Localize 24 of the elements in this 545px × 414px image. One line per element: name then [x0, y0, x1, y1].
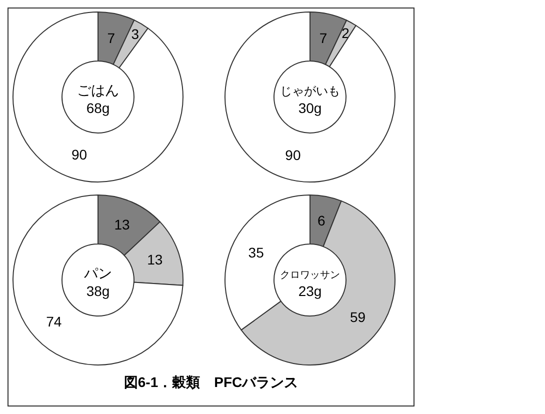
text: ごはん: [77, 82, 119, 98]
data-label: 13: [147, 252, 163, 268]
donut-slice: [12, 12, 184, 182]
data-label: 90: [72, 146, 88, 163]
data-label: 35: [248, 244, 264, 261]
data-label: 2: [342, 25, 350, 42]
text: 68g: [86, 100, 110, 116]
data-label: 74: [46, 313, 62, 330]
donut-slice: [224, 12, 396, 182]
data-label: 7: [319, 30, 328, 46]
data-label: 3: [131, 26, 140, 42]
data-label: 59: [350, 309, 366, 326]
text: パン: [83, 265, 112, 281]
text: クロワッサン: [280, 270, 340, 281]
text: 23g: [298, 283, 322, 299]
data-label: 90: [285, 147, 301, 164]
donut-slice: [12, 194, 184, 366]
text: じゃがいも: [280, 84, 340, 98]
data-label: 7: [107, 30, 116, 46]
data-label: 13: [114, 216, 130, 232]
data-label: 6: [317, 212, 326, 229]
text: 30g: [298, 100, 322, 116]
caption: 図6-1．穀類 PFCバランス: [124, 374, 298, 390]
text: 38g: [86, 283, 110, 299]
